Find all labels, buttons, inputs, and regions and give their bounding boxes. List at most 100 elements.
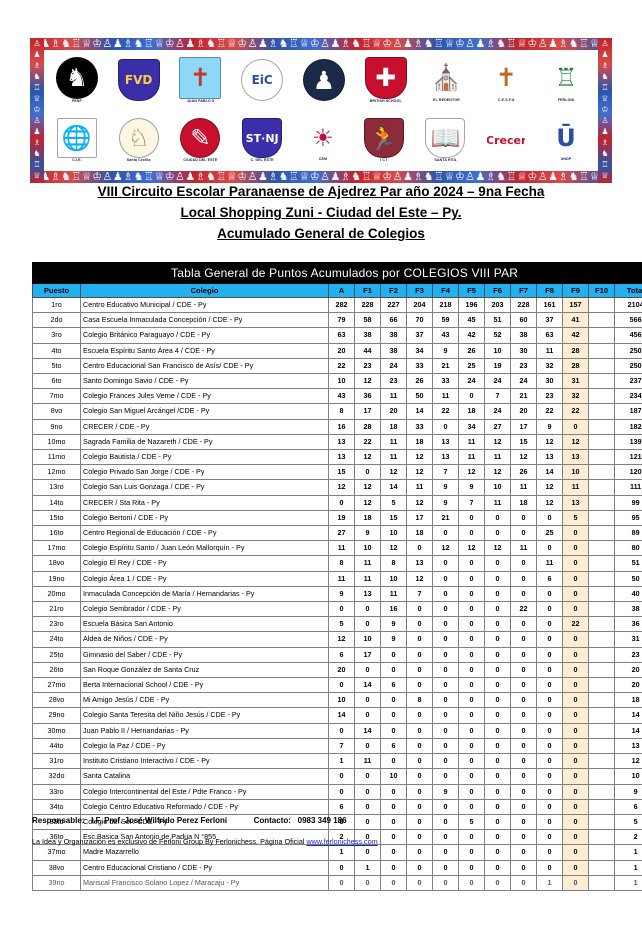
banner-left-border: ♙♟♗♞♖♕♔♙♟♗♞♖♕♔♙♟♗♞♖♕♔♙♟♗♞♖♕♔♙♟♗♞♖♕♔ — [30, 38, 44, 183]
cell-f3: 0 — [406, 540, 433, 557]
table-row[interactable]: 31ro Instituto Cristiano Interactivo / CD… — [32, 753, 642, 770]
table-row[interactable]: 35to Colegio del Sol / CDE - Py 0 0 0 0 0 5 0 0 0 0… — [32, 813, 642, 831]
table-row[interactable]: 20mo Inmaculada Concepción de María / Her… — [32, 585, 642, 603]
column-header-f1[interactable]: F1 — [354, 283, 381, 298]
table-row[interactable]: 18vo Colegio El Rey / CDE - Py 8 11 8 13 0 0 0 0 1… — [32, 555, 642, 572]
cell-a: 5 — [328, 616, 355, 633]
cell-f3: 18 — [406, 433, 433, 451]
cell-f5: 34 — [458, 418, 485, 435]
official-website-link[interactable]: www.ferlonichess.com — [306, 837, 378, 846]
cell-f6: 51 — [484, 312, 511, 329]
cell-f1: 0 — [354, 464, 381, 481]
cell-f10 — [588, 616, 615, 633]
table-row[interactable]: 8vo Colegio San Miguel Arcángel /CDE - Py… — [32, 403, 642, 420]
column-header-a[interactable]: A — [328, 283, 355, 298]
table-row[interactable]: 24to Aldea de Niños / CDE - Py 12 10 9 0 0 0 0 0 0… — [32, 631, 642, 648]
table-row[interactable]: 7mo Colegio Frances Jules Verne / CDE - P… — [32, 388, 642, 405]
cell-f5: 0 — [458, 768, 485, 785]
cell-f1: 38 — [354, 327, 381, 344]
cell-f6: 27 — [484, 418, 511, 435]
table-row[interactable]: 17mo Colegio Espíritu Santo / Juan León M… — [32, 540, 642, 557]
cell-f10 — [588, 479, 615, 496]
cell-f6: 0 — [484, 874, 511, 891]
cell-puesto: 13ro — [32, 479, 81, 496]
cell-f2: 0 — [380, 844, 407, 861]
table-row[interactable]: 27mo Berta Internacional School / CDE - P… — [32, 677, 642, 694]
cell-f10 — [588, 327, 615, 344]
cell-f1: 0 — [354, 844, 381, 861]
column-header-colegio[interactable]: Colegio — [80, 283, 329, 298]
stjn-logo: ST·NJ C. DEL ESTE — [242, 118, 283, 163]
table-row[interactable]: 25to Gimnasio del Saber / CDE - Py 6 17 0 0 0 0… — [32, 646, 642, 663]
cell-f2: 11 — [380, 388, 407, 405]
table-row[interactable]: 39no Mariscal Francisco Solano Lopez / Ma… — [32, 874, 642, 891]
cell-f6: 0 — [484, 844, 511, 861]
cell-f1: 17 — [354, 646, 381, 663]
table-row[interactable]: 32do Santa Catalina 0 0 10 0 0 0 0 0 0 0 10 — [32, 768, 642, 785]
cell-a: 0 — [328, 859, 355, 876]
cell-colegio: Centro Educacional San Francisco de Asís… — [80, 357, 329, 375]
column-header-f7[interactable]: F7 — [510, 283, 537, 298]
cell-f4: 9 — [432, 783, 459, 800]
table-row[interactable]: 12mo Colegio Privado San Jorge / CDE - Py… — [32, 464, 642, 481]
cell-f2: 10 — [380, 768, 407, 785]
table-row[interactable]: 33ro Colegio Intercontinental del Este / … — [32, 783, 642, 800]
table-row[interactable]: 2do Casa Escuela Inmaculada Concepción / … — [32, 312, 642, 329]
cell-f9: 41 — [562, 312, 589, 329]
cell-f8: 0 — [536, 631, 563, 648]
column-header-f3[interactable]: F3 — [406, 283, 433, 298]
cell-f7: 22 — [510, 601, 537, 618]
cell-f10 — [588, 768, 615, 785]
column-header-puesto[interactable]: Puesto — [32, 283, 81, 298]
cell-f4: 43 — [432, 327, 459, 344]
table-row[interactable]: 26to San Roque González de Santa Cruz 20 0 0… — [32, 661, 642, 679]
table-row[interactable]: 11mo Colegio Bautista / CDE - Py 13 12 11 12 1… — [32, 449, 642, 466]
column-header-f6[interactable]: F6 — [484, 283, 511, 298]
cell-f9: 13 — [562, 494, 589, 511]
cell-f5: 0 — [458, 692, 485, 709]
table-row[interactable]: 10mo Sagrada Familia de Nazareth / CDE - … — [32, 433, 642, 451]
column-header-f8[interactable]: F8 — [536, 283, 563, 298]
table-row[interactable]: 44to Colegio la Paz / CDE - Py 7 0 6 0 0 0 0 0 0 0 1… — [32, 737, 642, 755]
cell-colegio: Colegio Bertoni / CDE - Py — [80, 509, 329, 527]
cell-f1: 10 — [354, 631, 381, 648]
table-row[interactable]: 5to Centro Educacional San Francisco de A… — [32, 357, 642, 375]
column-header-f10[interactable]: F10 — [588, 283, 615, 298]
table-row[interactable]: 3ro Colegio Británico Paraguayo / CDE - P… — [32, 327, 642, 344]
cell-f2: 0 — [380, 646, 407, 663]
table-row[interactable]: 13ro Colegio San Luis Gonzaga / CDE - Py 1… — [32, 479, 642, 496]
table-row[interactable]: 9no CRECER / CDE - Py 16 28 18 33 0 34 27 17 9 0 182 — [32, 418, 642, 435]
column-header-total[interactable]: Total — [613, 283, 642, 298]
table-row[interactable]: 4to Escuela Espíritu Santo Área 4 / CDE -… — [32, 342, 642, 359]
table-row[interactable]: 23ro Escuela Básica San Antonio 5 0 9 0 0 0 0 0 0 2… — [32, 616, 642, 633]
table-row[interactable]: 36to Esc.Basica San Antonio de Padua N °8… — [32, 829, 642, 846]
cell-f1: 0 — [354, 768, 381, 785]
table-row[interactable]: 15to Colegio Bertoni / CDE - Py 19 18 15 17 21… — [32, 509, 642, 527]
cell-f8: 32 — [536, 357, 563, 375]
table-row[interactable]: 29no Colegio Santa Teresita del Niño Jesú… — [32, 707, 642, 724]
table-row[interactable]: 16to Centro Regional de Educación / CDE -… — [32, 525, 642, 542]
table-row[interactable]: 19no Colegio Área 1 / CDE - Py 11 11 10 12 0 0 0… — [32, 570, 642, 587]
table-row[interactable]: 37mo Madre Mazarrello 1 0 0 0 0 0 0 0 0 0 1 — [32, 844, 642, 861]
cell-total: 89 — [613, 525, 642, 542]
column-header-f5[interactable]: F5 — [458, 283, 485, 298]
table-row[interactable]: 1ro Centro Educativo Municipal / CDE - Py… — [32, 296, 642, 314]
cell-f1: 10 — [354, 540, 381, 557]
banner-top-border: ♙♟♗♞♖♕♔♙♟♗♞♖♕♔♙♟♗♞♖♕♔♙♟♗♞♖♕♔♙♟♗♞♖♕♔♙♟♗♞♖… — [30, 38, 612, 50]
table-row[interactable]: 6to Santo Domingo Savio / CDE - Py 10 12 23 2… — [32, 373, 642, 390]
table-row[interactable]: 38vo Centro Educacional Cristiano / CDE -… — [32, 859, 642, 876]
table-row[interactable]: 34to Colegio Centro Educativo Reformado /… — [32, 798, 642, 815]
cell-f9: 0 — [562, 768, 589, 785]
table-row[interactable]: 30mo Juan Pablo II / Hernandarias - Py 0 14… — [32, 722, 642, 739]
cell-colegio: Escuela Básica San Antonio — [80, 616, 329, 633]
column-header-f2[interactable]: F2 — [380, 283, 407, 298]
cell-puesto: 39no — [32, 874, 81, 891]
cell-f1: 0 — [354, 783, 381, 800]
table-row[interactable]: 14to CRECER / Sta Rita - Py 0 12 5 12 9 7 11 18 12… — [32, 494, 642, 511]
table-row[interactable]: 28vo Mi Amigo Jesús / CDE - Py 10 0 0 8 0 0 0 0 0 0… — [32, 692, 642, 709]
table-row[interactable]: 21ro Colegio Sembrador / CDE - Py 0 0 16 0 0 0 0… — [32, 601, 642, 618]
cell-a: 0 — [328, 783, 355, 800]
column-header-f4[interactable]: F4 — [432, 283, 459, 298]
cell-f1: 11 — [354, 555, 381, 572]
column-header-f9[interactable]: F9 — [562, 283, 589, 298]
